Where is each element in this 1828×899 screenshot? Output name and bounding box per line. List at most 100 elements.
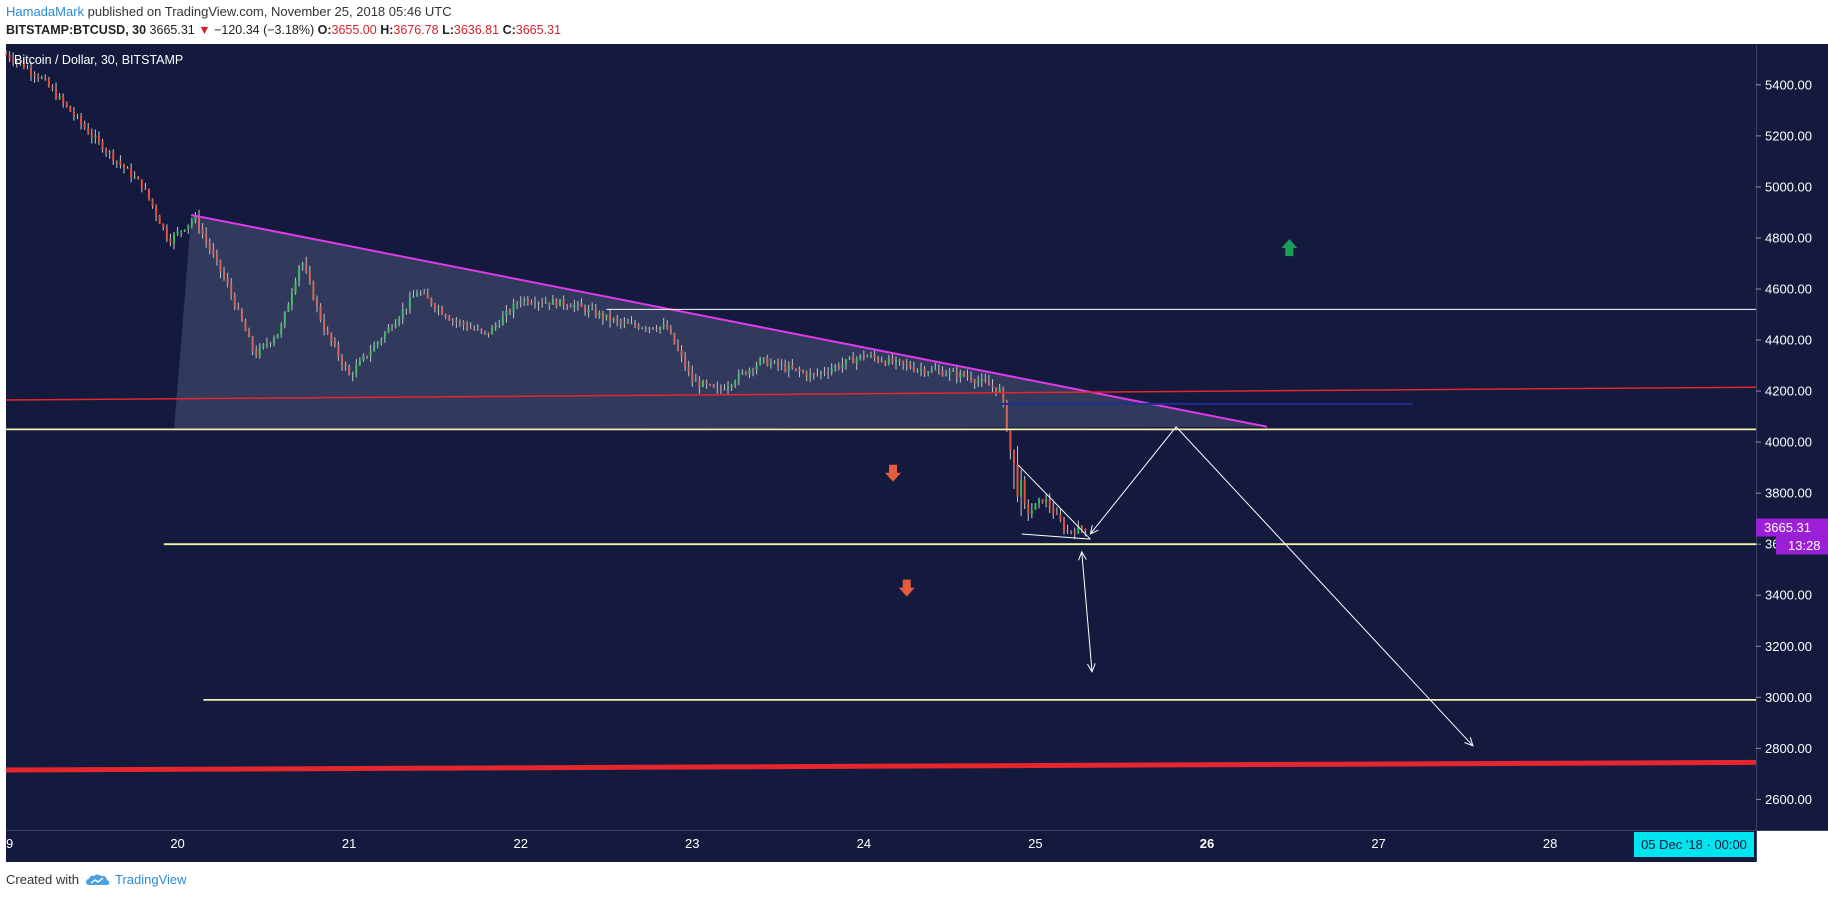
candle-body xyxy=(584,306,587,313)
candle-body xyxy=(970,376,973,381)
candle-body xyxy=(262,344,265,348)
open-label: O: xyxy=(317,23,332,37)
candle-body xyxy=(147,188,150,199)
candle-body xyxy=(8,54,11,59)
price-axis-background[interactable] xyxy=(1756,44,1828,830)
candle-body xyxy=(1077,526,1080,534)
candle-body xyxy=(877,357,880,361)
candle-body xyxy=(401,309,404,319)
candle-body xyxy=(412,296,415,298)
candles-layer xyxy=(5,50,1087,540)
candle-body xyxy=(172,234,175,243)
candle-body xyxy=(508,310,511,313)
candle-body xyxy=(752,369,755,371)
down-arrowhead xyxy=(1087,663,1096,673)
candle-body xyxy=(819,371,822,374)
time-axis-background[interactable] xyxy=(6,830,1756,862)
candle-body xyxy=(895,359,898,363)
candle-body xyxy=(569,306,572,308)
candle-body xyxy=(1034,503,1037,510)
candle-body xyxy=(980,379,983,382)
candle-body xyxy=(105,150,108,153)
candle-body xyxy=(644,327,647,329)
last-price: 3665.31 xyxy=(149,23,195,37)
candle-body xyxy=(230,284,233,295)
candle-body xyxy=(151,198,154,207)
candle-body xyxy=(33,74,36,77)
candle-body xyxy=(891,358,894,363)
candle-body xyxy=(1052,507,1055,514)
tradingview-link[interactable]: TradingView xyxy=(85,872,187,887)
candle-body xyxy=(419,292,422,294)
candle-body xyxy=(837,365,840,368)
candle-body xyxy=(115,160,118,162)
candle-body xyxy=(451,320,454,322)
candle-body xyxy=(30,68,33,75)
candle-body xyxy=(544,302,547,304)
candle-body xyxy=(373,345,376,352)
candle-body xyxy=(626,322,629,324)
author-link[interactable]: HamadaMark xyxy=(6,4,85,19)
candle-body xyxy=(559,299,562,307)
candle-body xyxy=(208,241,211,250)
candle-body xyxy=(784,364,787,371)
countdown-label: 13:28 xyxy=(1788,538,1821,553)
candle-body xyxy=(387,327,390,333)
candle-body xyxy=(205,233,208,242)
candle-body xyxy=(805,372,808,377)
candle-body xyxy=(505,310,508,317)
drawings-layer xyxy=(5,213,1757,773)
candle-body xyxy=(444,314,447,318)
candle-body xyxy=(358,360,361,366)
high-value: 3676.78 xyxy=(393,23,439,37)
candle-body xyxy=(494,325,497,328)
candle-body xyxy=(1020,479,1023,497)
candle-body xyxy=(198,215,201,230)
candle-body xyxy=(1066,530,1069,532)
x-tick-label: 20 xyxy=(170,836,184,851)
candle-body xyxy=(816,373,819,375)
candle-body xyxy=(423,292,426,294)
candle-body xyxy=(1037,499,1040,504)
candle-body xyxy=(780,364,783,366)
candle-body xyxy=(337,345,340,357)
candle-body xyxy=(634,322,637,326)
candle-body xyxy=(909,364,912,369)
candle-body xyxy=(1027,503,1030,515)
candle-body xyxy=(655,328,658,330)
candle-body xyxy=(712,384,715,388)
candle-body xyxy=(952,370,955,372)
candle-body xyxy=(802,371,805,373)
tradingview-cloud-icon xyxy=(85,874,110,885)
x-tick-label: 25 xyxy=(1028,836,1042,851)
candle-body xyxy=(126,168,129,170)
x-tick-label: 21 xyxy=(342,836,356,851)
x-tick-label: 26 xyxy=(1200,836,1214,851)
candle-body xyxy=(669,328,672,334)
candle-body xyxy=(333,341,336,346)
published-text: published on TradingView.com, November 2… xyxy=(87,4,452,19)
candle-body xyxy=(823,371,826,373)
down-arrow-line xyxy=(1081,551,1093,672)
candle-body xyxy=(1059,514,1062,521)
open-value: 3655.00 xyxy=(331,23,377,37)
projection-arrowhead xyxy=(1464,737,1474,747)
candle-body xyxy=(190,220,193,225)
plot-background[interactable] xyxy=(6,44,1756,830)
candle-body xyxy=(794,368,797,370)
candle-body xyxy=(773,361,776,363)
candle-body xyxy=(523,298,526,302)
candle-body xyxy=(512,303,515,313)
candle-body xyxy=(880,360,883,362)
candle-body xyxy=(144,188,147,190)
candle-body xyxy=(65,102,68,107)
candle-body xyxy=(498,325,501,327)
candle-body xyxy=(19,62,22,64)
candle-body xyxy=(380,338,383,343)
x-tick-label: 19 xyxy=(0,836,13,851)
candle-body xyxy=(537,302,540,305)
candle-body xyxy=(948,371,951,375)
candle-body xyxy=(519,301,522,304)
candle-body xyxy=(734,381,737,386)
